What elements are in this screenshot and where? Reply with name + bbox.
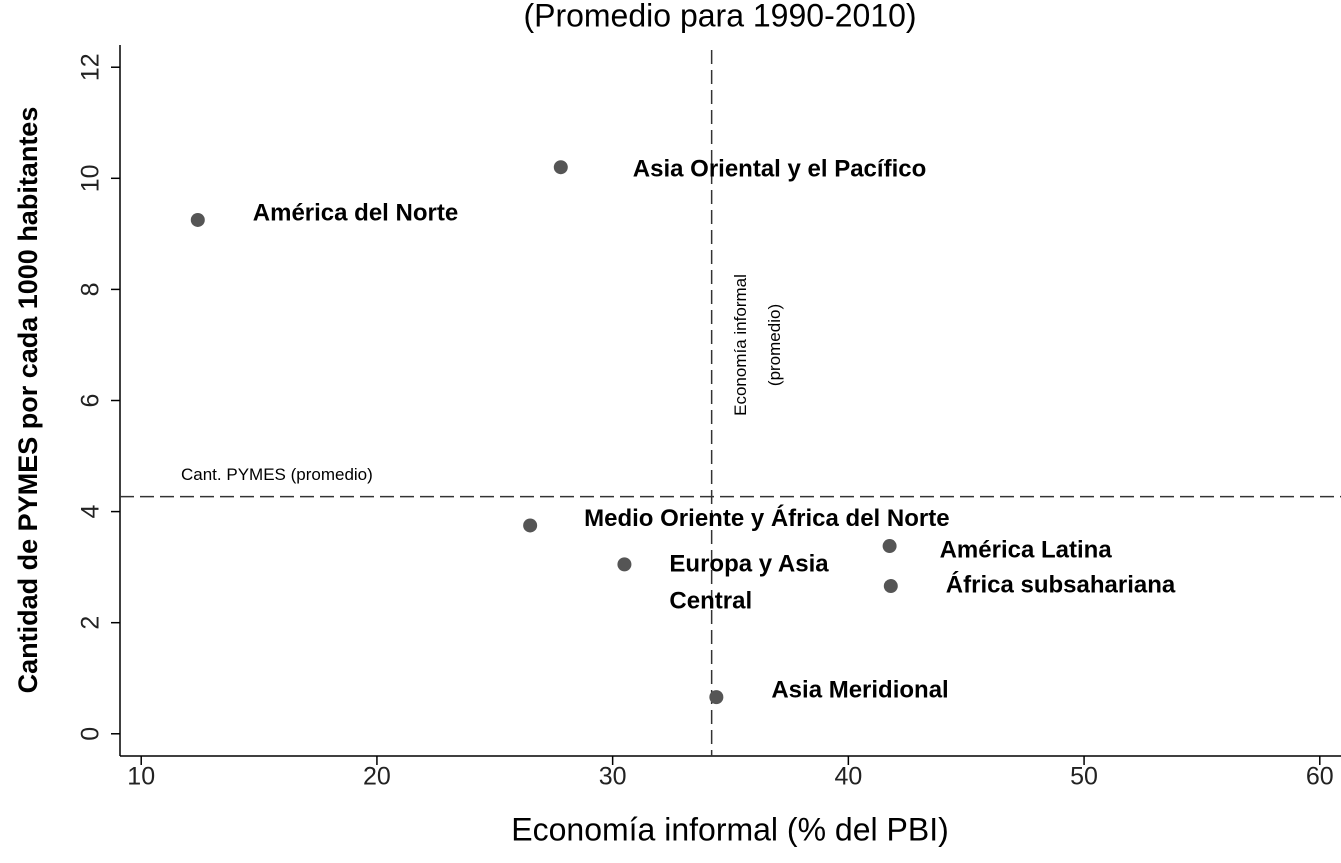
point — [523, 518, 538, 533]
y-tick-label: 0 — [77, 727, 105, 741]
chart-title: (Promedio para 1990-2010) — [523, 0, 916, 33]
point-label: Central — [669, 588, 752, 615]
point — [617, 557, 632, 572]
point — [553, 160, 568, 175]
reference-label: Cant. PYMES (promedio) — [181, 465, 373, 484]
y-tick-label: 8 — [77, 282, 105, 296]
point-label: América del Norte — [253, 199, 458, 226]
y-tick-label: 10 — [77, 164, 105, 192]
reference-label: (promedio) — [765, 304, 784, 386]
x-axis-label: Economía informal (% del PBI) — [511, 811, 949, 847]
point-label: Asia Oriental y el Pacífico — [633, 156, 926, 183]
point-label: América Latina — [940, 536, 1113, 563]
x-tick-label: 10 — [127, 763, 155, 791]
y-tick-label: 12 — [77, 53, 105, 81]
point-label: África subsahariana — [946, 570, 1176, 598]
point — [883, 579, 898, 594]
point — [882, 539, 897, 554]
x-tick-label: 60 — [1306, 763, 1334, 791]
x-tick-label: 50 — [1070, 763, 1098, 791]
x-tick-label: 20 — [363, 763, 391, 791]
y-tick-label: 6 — [77, 394, 105, 408]
y-tick-label: 2 — [77, 616, 105, 630]
point-label: Europa y Asia — [669, 551, 829, 578]
point — [709, 690, 724, 705]
point — [190, 212, 205, 227]
point-label: Asia Meridional — [771, 676, 948, 703]
x-tick-label: 40 — [834, 763, 862, 791]
x-tick-label: 30 — [599, 763, 627, 791]
reference-label: Economía informal — [731, 274, 750, 416]
point-label: Medio Oriente y África del Norte — [584, 504, 949, 532]
y-tick-label: 4 — [77, 505, 105, 519]
y-axis-label: Cantidad de PYMES por cada 1000 habitant… — [13, 107, 43, 694]
